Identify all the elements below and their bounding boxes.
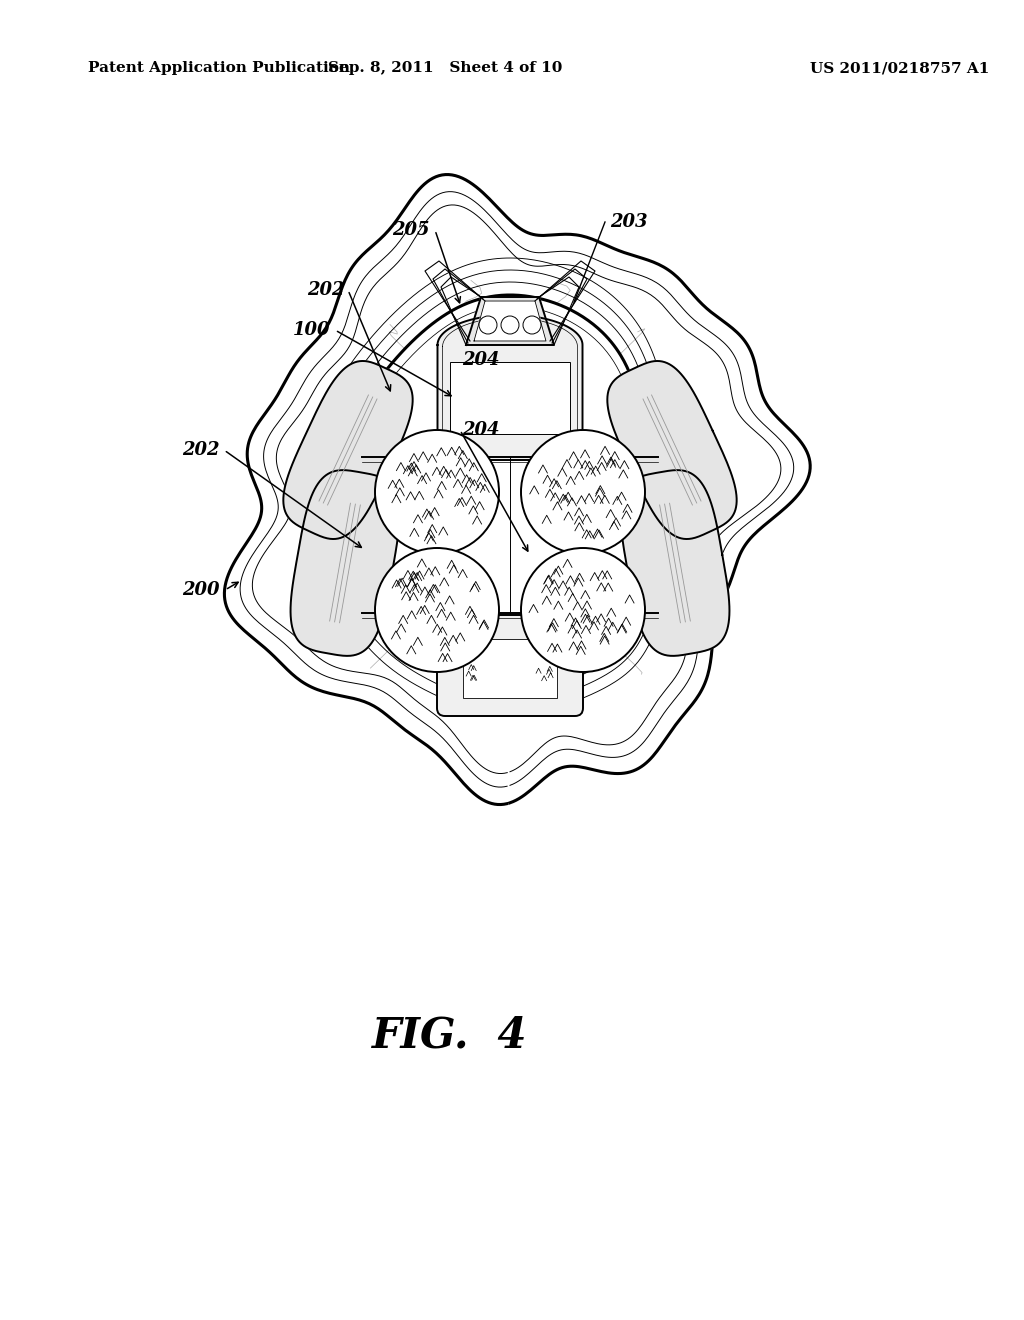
Circle shape bbox=[521, 548, 645, 672]
Text: 204: 204 bbox=[462, 351, 500, 370]
Circle shape bbox=[479, 315, 497, 334]
Circle shape bbox=[521, 430, 645, 554]
Polygon shape bbox=[474, 301, 546, 341]
Text: 204: 204 bbox=[462, 421, 500, 440]
Polygon shape bbox=[621, 470, 729, 656]
Polygon shape bbox=[607, 360, 736, 539]
Text: FIG.  4: FIG. 4 bbox=[373, 1014, 527, 1056]
Circle shape bbox=[375, 548, 499, 672]
Text: US 2011/0218757 A1: US 2011/0218757 A1 bbox=[810, 61, 989, 75]
Bar bbox=[450, 362, 570, 434]
Text: Patent Application Publication: Patent Application Publication bbox=[88, 61, 350, 75]
Polygon shape bbox=[224, 174, 810, 804]
Text: Sep. 8, 2011   Sheet 4 of 10: Sep. 8, 2011 Sheet 4 of 10 bbox=[328, 61, 562, 75]
Polygon shape bbox=[437, 315, 583, 459]
Circle shape bbox=[501, 315, 519, 334]
Text: 100: 100 bbox=[293, 321, 330, 339]
FancyBboxPatch shape bbox=[437, 615, 583, 715]
Polygon shape bbox=[335, 294, 645, 680]
Text: 202: 202 bbox=[307, 281, 345, 300]
Text: 205: 205 bbox=[392, 220, 430, 239]
Polygon shape bbox=[284, 360, 413, 539]
Circle shape bbox=[523, 315, 541, 334]
Polygon shape bbox=[291, 470, 399, 656]
Text: 202: 202 bbox=[182, 441, 220, 459]
Polygon shape bbox=[466, 297, 554, 345]
Circle shape bbox=[375, 430, 499, 554]
Text: 203: 203 bbox=[610, 213, 647, 231]
Text: 200: 200 bbox=[182, 581, 220, 599]
Bar bbox=[463, 639, 557, 698]
